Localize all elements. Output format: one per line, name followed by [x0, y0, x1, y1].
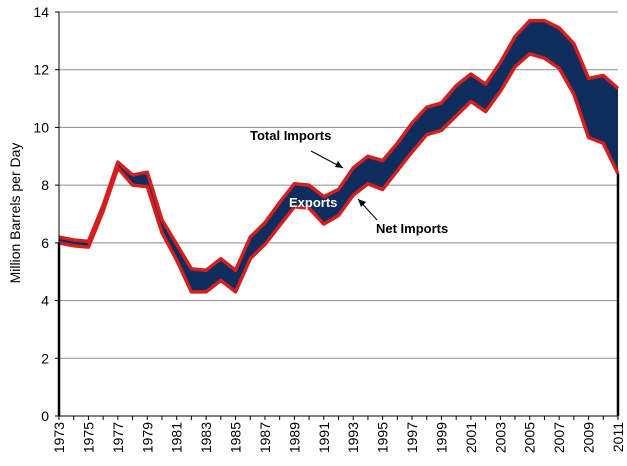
annotation-total-imports-arrowhead: [335, 161, 343, 168]
x-tick-label-1993: 1993: [345, 422, 361, 453]
x-tick-label-1983: 1983: [198, 422, 214, 453]
x-tick-label-1989: 1989: [286, 422, 302, 453]
axes: [58, 12, 618, 417]
x-tick-label-1997: 1997: [404, 422, 420, 453]
annotation-exports: Exports: [289, 195, 337, 210]
plot-area: [57, 18, 620, 416]
x-tick-label-2009: 2009: [581, 422, 597, 453]
x-axis-ticks: 1973 1975 1977 1979 1981 1983 1985 1987 1989 1991…: [51, 416, 626, 453]
exports-band: [59, 20, 618, 292]
x-tick-label-2011: 2011: [610, 422, 626, 452]
y-tick-label-8: 8: [41, 177, 49, 193]
annotation-net-imports: Net Imports: [376, 221, 448, 236]
x-tick-label-1987: 1987: [257, 422, 273, 453]
x-tick-label-1979: 1979: [139, 422, 155, 453]
x-tick-label-2007: 2007: [551, 422, 567, 453]
x-tick-label-2003: 2003: [492, 422, 508, 453]
y-tick-label-4: 4: [41, 293, 49, 309]
x-tick-label-1975: 1975: [80, 422, 96, 453]
annotation-total-imports: Total Imports: [250, 128, 331, 143]
y-tick-label-0: 0: [41, 408, 49, 424]
y-tick-label-12: 12: [33, 62, 49, 78]
x-tick-label-2005: 2005: [522, 422, 538, 453]
x-tick-label-2001: 2001: [463, 422, 479, 453]
y-tick-label-10: 10: [33, 119, 49, 135]
y-tick-label-2: 2: [41, 350, 49, 366]
x-tick-label-1973: 1973: [51, 422, 67, 453]
x-tick-label-1981: 1981: [169, 422, 185, 453]
x-tick-label-1999: 1999: [433, 422, 449, 453]
x-tick-label-1977: 1977: [110, 422, 126, 453]
y-axis-ticks: 0 2 4 6 8 10 12 14: [33, 4, 59, 424]
x-tick-label-1995: 1995: [375, 422, 391, 453]
y-tick-label-6: 6: [41, 235, 49, 251]
y-axis-title: Million Barrels per Day: [7, 143, 23, 284]
series-line-total-imports: [58, 18, 620, 273]
annotation-net-imports-arrowhead: [358, 199, 366, 207]
x-tick-label-1985: 1985: [228, 422, 244, 453]
x-tick-label-1991: 1991: [316, 422, 332, 453]
y-tick-label-14: 14: [33, 4, 49, 20]
series-line-net-imports: [58, 52, 620, 294]
